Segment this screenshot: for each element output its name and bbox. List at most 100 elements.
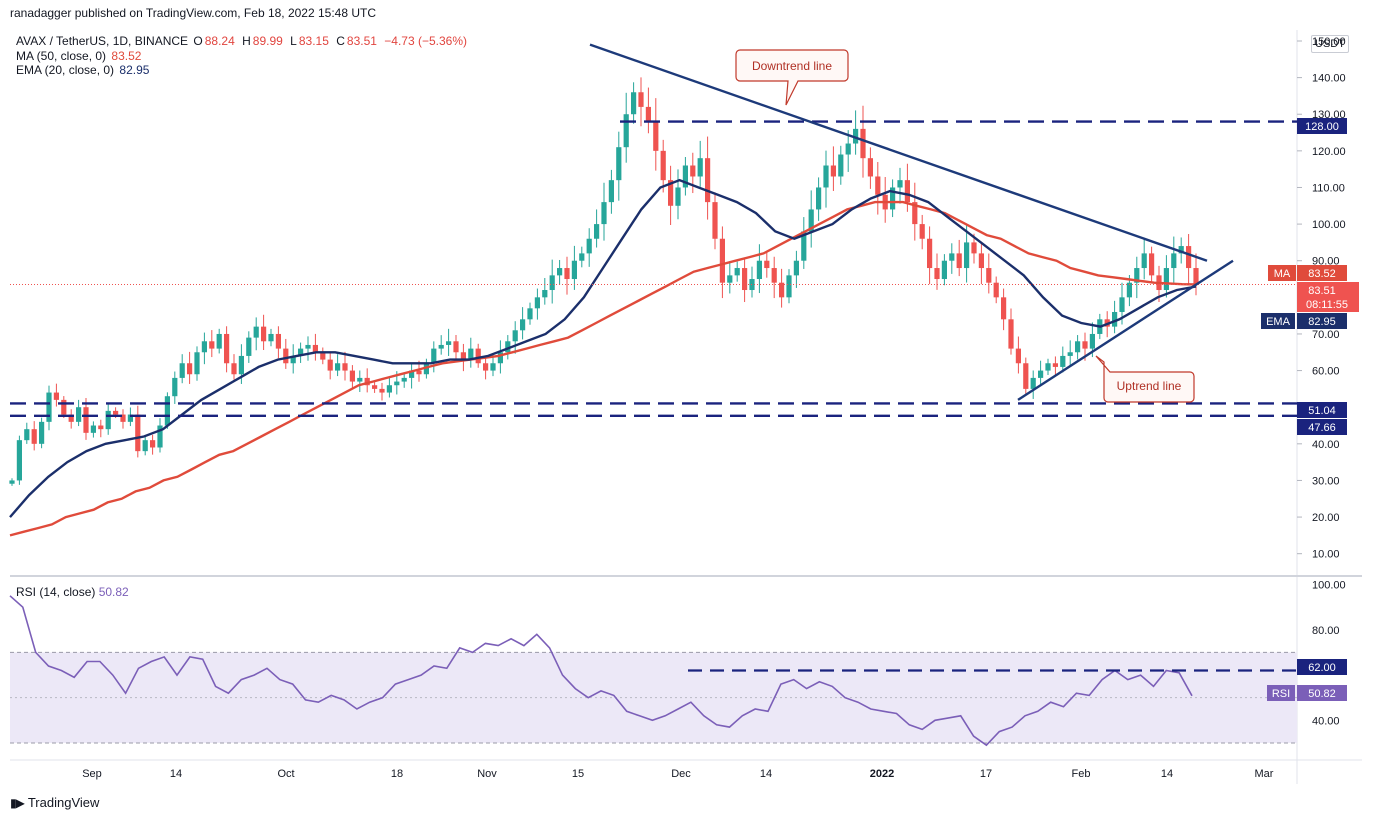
candle-body <box>1126 282 1132 298</box>
candle-body <box>986 268 992 283</box>
candle-body <box>941 260 947 280</box>
footer-brand[interactable]: ▮▶ TradingView <box>10 795 99 810</box>
uptrend-line[interactable] <box>1017 259 1234 401</box>
candle-body <box>542 290 548 298</box>
symbol-label[interactable]: AVAX / TetherUS, 1D, BINANCE <box>16 34 189 48</box>
candle-body <box>357 377 363 382</box>
candle-body <box>1134 268 1140 283</box>
candle-body <box>1052 363 1058 367</box>
time-axis-label: 14 <box>170 768 182 780</box>
svg-text:50.82: 50.82 <box>1308 688 1336 700</box>
currency-selector[interactable]: USDT <box>1311 35 1349 53</box>
ema-tag: EMA 82.95 <box>1261 313 1347 329</box>
candle-body <box>890 187 896 210</box>
price-tick-label: 90.00 <box>1312 256 1340 268</box>
footer-brand-text: TradingView <box>27 795 100 810</box>
candle-body <box>446 341 452 345</box>
candle-body <box>1089 333 1095 349</box>
ma-50-line <box>9 200 1197 537</box>
candle-body <box>1067 352 1073 356</box>
candle-body <box>453 341 459 353</box>
candle-body <box>157 425 163 448</box>
svg-text:82.95: 82.95 <box>1308 316 1336 328</box>
candle-body <box>53 392 59 400</box>
ohlc-high: H 89.99 <box>242 34 283 48</box>
time-axis-label: 2022 <box>870 768 894 780</box>
ohlc-open: O 88.24 <box>193 34 235 48</box>
candle-body <box>490 363 496 371</box>
candle-body <box>283 348 289 364</box>
candle-body <box>764 260 770 269</box>
time-axis-labels: Sep 14 Oct 18 Nov 15 Dec 14 2022 17 Feb 14 Mar <box>82 768 1274 780</box>
candle-body <box>897 180 903 188</box>
candle-body <box>9 480 15 484</box>
candle-body <box>475 348 481 364</box>
candle-body <box>1015 348 1021 364</box>
time-axis-label: 14 <box>760 768 772 780</box>
downtrend-line[interactable] <box>589 43 1208 262</box>
candle-body <box>120 414 126 422</box>
candle-body <box>675 187 681 206</box>
time-axis-label: Feb <box>1072 768 1091 780</box>
candle-body <box>335 363 341 371</box>
ema-20-line <box>9 178 1197 518</box>
ema-legend-value: 82.95 <box>119 63 150 77</box>
candle-body <box>379 388 385 393</box>
candle-body <box>290 355 296 364</box>
ohlc-change: −4.73 (−5.36%) <box>384 34 468 48</box>
svg-text:47.66: 47.66 <box>1308 422 1336 434</box>
candle-body <box>113 410 119 415</box>
candle-body <box>505 341 511 353</box>
candle-body <box>912 202 918 225</box>
candle-body <box>949 253 955 261</box>
ma-legend-label: MA (50, close, 0) <box>16 48 107 63</box>
candle-body <box>845 143 851 155</box>
ohlc-low: L 83.15 <box>290 34 329 48</box>
candle-body <box>512 330 518 342</box>
candle-body <box>349 370 355 382</box>
candle-body <box>39 421 45 444</box>
candle-body <box>83 407 89 433</box>
time-axis-label: 15 <box>572 768 584 780</box>
rsi-line <box>9 595 1193 747</box>
candle-body <box>386 385 392 393</box>
candle-body <box>416 370 422 375</box>
rsi-band <box>10 652 1297 743</box>
candle-body <box>1001 297 1007 320</box>
candle-body <box>771 268 777 283</box>
price-tick-label: 20.00 <box>1312 512 1340 524</box>
candle-body <box>1045 363 1051 371</box>
svg-text:RSI: RSI <box>1272 688 1290 700</box>
ma-legend-row[interactable]: MA (50, close, 0) 83.52 <box>16 49 469 64</box>
candle-body <box>394 381 400 386</box>
candle-body <box>956 253 962 269</box>
support-resistance-levels <box>10 120 1297 417</box>
candle-body <box>875 176 881 195</box>
downtrend-callout[interactable]: Downtrend line <box>735 49 849 106</box>
ema-legend-row[interactable]: EMA (20, close, 0) 82.95 <box>16 63 469 78</box>
rsi-tag: RSI 50.82 <box>1267 685 1347 701</box>
candle-body <box>867 158 873 177</box>
uptrend-callout-text: Uptrend line <box>1117 379 1182 393</box>
candle-body <box>816 187 822 210</box>
candle-body <box>623 114 629 148</box>
candle-body <box>616 147 622 181</box>
candle-body <box>682 165 688 188</box>
candle-body <box>275 333 281 349</box>
candle-body <box>838 154 844 177</box>
rsi-tick-label: 40.00 <box>1312 715 1340 727</box>
candle-body <box>1060 355 1066 367</box>
candle-body <box>172 377 178 397</box>
uptrend-callout[interactable]: Uptrend line <box>1095 355 1195 403</box>
rsi-legend[interactable]: RSI (14, close) 50.82 <box>16 585 129 599</box>
candle-body <box>1141 253 1147 269</box>
price-tick-label: 110.00 <box>1312 182 1345 194</box>
ma-tag: MA 83.52 <box>1268 265 1347 281</box>
symbol-row: AVAX / TetherUS, 1D, BINANCE O 88.24 H 89.… <box>16 34 469 49</box>
svg-text:62.00: 62.00 <box>1308 662 1336 674</box>
candle-body <box>993 282 999 298</box>
time-axis-label: Oct <box>277 768 294 780</box>
candle-body <box>24 429 30 441</box>
candle-body <box>209 341 215 349</box>
